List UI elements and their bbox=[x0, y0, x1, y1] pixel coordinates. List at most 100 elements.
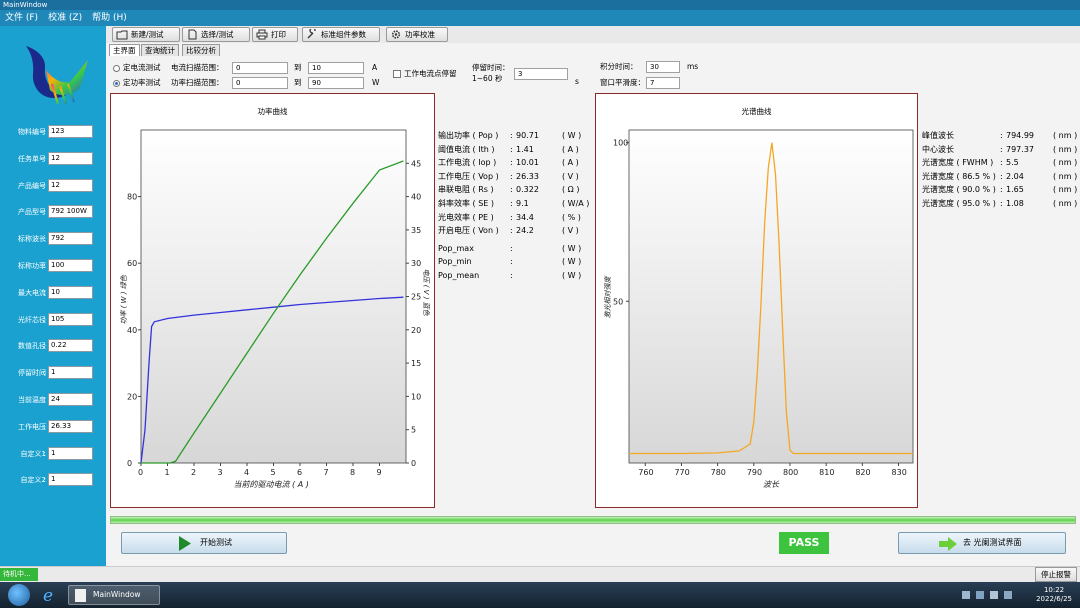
document-icon bbox=[188, 29, 197, 40]
sidebar-field-input[interactable]: 792 bbox=[48, 232, 93, 246]
result-unit: ( W ) bbox=[562, 131, 582, 140]
mode-current-radio[interactable] bbox=[113, 65, 120, 72]
spectrum-chart-panel: 光谱曲线 760 770 780 790 800 810 820 830 50 100 波长 激光相对… bbox=[595, 93, 918, 508]
result-unit: ( nm ) bbox=[1053, 144, 1078, 154]
sidebar-field-label: 任务单号 bbox=[18, 154, 46, 163]
power-range-label: 功率扫描范围： bbox=[171, 78, 224, 87]
result-colon: : bbox=[1000, 158, 1003, 168]
sidebar-field-input[interactable]: 0.22 bbox=[48, 339, 93, 353]
status-bar: 待机中... 停止报警 bbox=[0, 566, 1080, 582]
result-colon: : bbox=[510, 243, 513, 253]
x-tick-label: 830 bbox=[892, 468, 907, 477]
stop-alarm-button[interactable]: 停止报警 bbox=[1035, 567, 1077, 582]
sidebar-field: 标称波长:792 bbox=[0, 232, 106, 246]
current-to-input[interactable]: 10 bbox=[308, 62, 364, 74]
dwell-unit: s bbox=[575, 77, 579, 86]
result-value: 26.33 bbox=[516, 171, 539, 181]
current-from-input[interactable]: 0 bbox=[232, 62, 288, 74]
std-params-label: 标准组件参数 bbox=[321, 30, 366, 39]
smooth-input[interactable]: 7 bbox=[646, 77, 680, 89]
select-test-button[interactable]: 选择/测试 bbox=[182, 27, 250, 42]
result-unit: ( nm ) bbox=[1053, 131, 1078, 140]
sidebar-field-input[interactable]: 1 bbox=[48, 446, 93, 460]
result-colon: : bbox=[510, 185, 513, 195]
sidebar-field-colon: : bbox=[43, 180, 46, 190]
start-test-button[interactable]: 开始测试 bbox=[121, 532, 287, 554]
pass-indicator: PASS bbox=[779, 532, 829, 554]
sidebar-field-input[interactable]: 26.33 bbox=[48, 419, 93, 433]
result-colon: : bbox=[1000, 171, 1003, 181]
result-label: 工作电压 ( Vop ) bbox=[438, 171, 499, 181]
result-value: 1.41 bbox=[516, 144, 534, 154]
new-test-label: 新建/测试 bbox=[131, 30, 164, 39]
taskbar-window-label: MainWindow bbox=[93, 590, 141, 599]
play-icon bbox=[179, 536, 191, 551]
sidebar-field-label: 标称功率 bbox=[18, 262, 46, 270]
tray-network-icon bbox=[976, 591, 984, 599]
result-label: 光谱宽度 ( 95.0 % ) bbox=[922, 199, 996, 208]
sidebar-field-input[interactable]: 100 bbox=[48, 259, 93, 272]
result-value: 797.37 bbox=[1006, 144, 1034, 154]
dwell-time-input[interactable]: 3 bbox=[514, 68, 568, 80]
tab-compare[interactable]: 比较分析 bbox=[182, 44, 220, 56]
taskbar-window-button[interactable]: MainWindow bbox=[68, 585, 160, 605]
result-value: 794.99 bbox=[1006, 131, 1034, 140]
sidebar-field-input[interactable]: 105 bbox=[48, 312, 93, 326]
result-value: 24.2 bbox=[516, 226, 534, 236]
y-axis-label: 激光相对强度 bbox=[604, 276, 612, 319]
print-button[interactable]: 打印 bbox=[252, 27, 298, 42]
y2-tick-label: 45 bbox=[411, 159, 421, 168]
system-tray bbox=[962, 591, 1012, 599]
tab-query-stats[interactable]: 查询统计 bbox=[141, 44, 179, 56]
result-label: 输出功率 ( Pop ) bbox=[438, 131, 499, 140]
power-to-input[interactable]: 90 bbox=[308, 77, 364, 89]
result-label: 中心波长 bbox=[922, 144, 954, 154]
y-tick-label: 0 bbox=[127, 459, 132, 468]
ie-icon[interactable]: e bbox=[40, 585, 60, 605]
gear-icon bbox=[391, 30, 401, 39]
sidebar-field-colon: : bbox=[43, 475, 46, 485]
sidebar-field-input[interactable]: 12 bbox=[48, 151, 93, 165]
sidebar-field: 产品型号:792 100W bbox=[0, 205, 106, 219]
sidebar-field-input[interactable]: 123 bbox=[48, 125, 93, 138]
menu-calibrate[interactable]: 校准 (Z) bbox=[48, 13, 83, 23]
menu-help[interactable]: 帮助 (H) bbox=[92, 13, 127, 23]
x-tick-label: 5 bbox=[271, 468, 276, 477]
menu-file[interactable]: 文件 (F) bbox=[5, 13, 39, 23]
power-calib-button[interactable]: 功率校准 bbox=[386, 27, 448, 42]
y2-tick-label: 10 bbox=[411, 392, 421, 401]
integ-time-input[interactable]: 30 bbox=[646, 61, 680, 73]
sidebar-field-input[interactable]: 12 bbox=[48, 178, 93, 192]
result-unit: ( Ω ) bbox=[562, 185, 580, 195]
y-tick-label: 20 bbox=[127, 392, 137, 401]
go-spectrum-button[interactable]: 去 光阑测试界面 bbox=[898, 532, 1066, 554]
sidebar-field-input[interactable]: 792 100W bbox=[48, 205, 93, 219]
tab-main[interactable]: 主界面 bbox=[109, 44, 140, 56]
sidebar: 物料编号:123 任务单号:12 产品编号:12 产品型号:792 100W 标称波长:… bbox=[0, 26, 106, 566]
result-colon: : bbox=[1000, 199, 1003, 208]
mode-power-radio[interactable] bbox=[113, 80, 120, 87]
sidebar-field-input[interactable]: 24 bbox=[48, 393, 93, 406]
y2-tick-label: 20 bbox=[411, 326, 421, 335]
plot-area bbox=[628, 129, 914, 464]
sidebar-field-label: 物料编号 bbox=[18, 128, 46, 136]
x-tick-label: 4 bbox=[244, 468, 249, 477]
sidebar-field-label: 自定义2 bbox=[20, 476, 46, 485]
sidebar-field-label: 当前温度 bbox=[18, 396, 46, 404]
power-from-input[interactable]: 0 bbox=[232, 77, 288, 89]
print-label: 打印 bbox=[271, 30, 286, 39]
x-tick-label: 760 bbox=[638, 468, 653, 477]
new-test-button[interactable]: 新建/测试 bbox=[112, 27, 180, 42]
sidebar-field-input[interactable]: 10 bbox=[48, 285, 93, 299]
current-unit: A bbox=[372, 63, 378, 72]
result-label: Pop_mean bbox=[438, 271, 480, 280]
start-button[interactable] bbox=[8, 584, 30, 606]
x-tick-label: 3 bbox=[218, 468, 223, 477]
tab-bar: 主界面 查询统计 比较分析 bbox=[106, 43, 1080, 56]
x-tick-label: 2 bbox=[191, 468, 196, 477]
sidebar-field-input[interactable]: 1 bbox=[48, 366, 93, 380]
sidebar-field-input[interactable]: 1 bbox=[48, 473, 93, 487]
std-params-button[interactable]: 标准组件参数 bbox=[302, 27, 380, 42]
dwell-checkbox[interactable] bbox=[393, 70, 401, 78]
power-chart: 0 1 2 3 4 5 6 7 8 9020406080051015202530354045当前的… bbox=[120, 129, 430, 489]
